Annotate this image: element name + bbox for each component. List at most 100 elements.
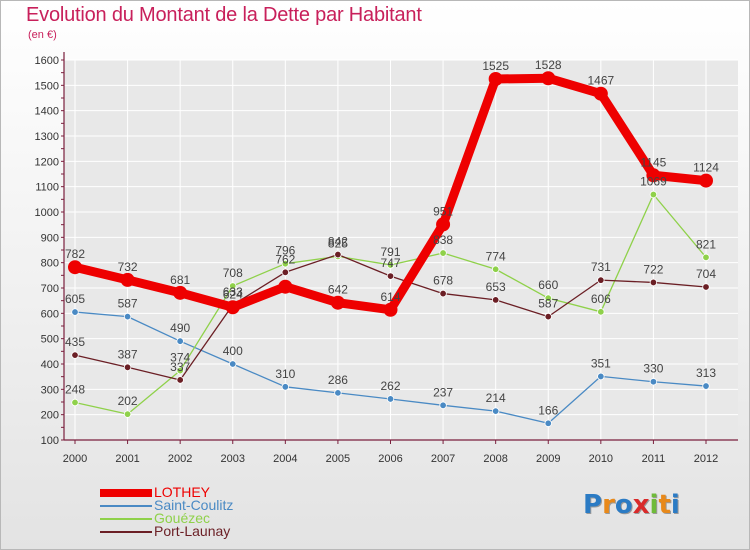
data-point xyxy=(229,360,237,368)
y-tick-label: 100 xyxy=(41,435,59,447)
x-tick-label: 2000 xyxy=(63,453,87,465)
legend-label: Saint-Coulitz xyxy=(154,497,234,513)
data-label: 762 xyxy=(275,252,295,266)
data-point xyxy=(176,376,184,384)
data-point xyxy=(278,279,293,294)
data-point xyxy=(702,253,710,262)
legend-swatch xyxy=(100,505,152,507)
y-tick-label: 700 xyxy=(41,283,59,295)
legend-swatch xyxy=(100,518,152,520)
data-point xyxy=(439,249,447,257)
data-point xyxy=(439,401,447,409)
x-tick-label: 2003 xyxy=(221,453,245,465)
legend-item: Gouézec xyxy=(100,510,300,526)
data-label: 337 xyxy=(170,360,190,374)
legend-item: Saint-Coulitz xyxy=(100,497,300,513)
data-point xyxy=(281,268,290,276)
y-tick-label: 1000 xyxy=(35,207,59,219)
data-label: 286 xyxy=(328,373,348,387)
data-label: 614 xyxy=(380,290,400,304)
data-point xyxy=(544,419,552,427)
y-tick-label: 1100 xyxy=(35,182,59,194)
data-point xyxy=(646,168,661,183)
data-label: 435 xyxy=(65,335,85,349)
y-tick-label: 300 xyxy=(41,384,59,396)
data-label: 951 xyxy=(433,204,453,218)
data-label: 653 xyxy=(486,280,506,294)
y-tick-label: 1400 xyxy=(35,106,59,118)
data-label: 1467 xyxy=(587,74,614,88)
legend-item: Port-Launay xyxy=(100,524,300,539)
data-point xyxy=(68,260,82,275)
data-label: 1525 xyxy=(482,59,509,73)
data-point xyxy=(597,308,605,316)
data-label: 791 xyxy=(380,245,400,259)
y-tick-label: 1600 xyxy=(35,55,59,67)
x-tick-label: 2001 xyxy=(115,453,139,465)
data-label: 660 xyxy=(538,278,558,292)
data-label: 587 xyxy=(538,297,558,311)
data-point xyxy=(120,272,135,287)
x-tick-label: 2009 xyxy=(536,453,560,465)
data-point xyxy=(699,173,713,188)
data-label: 310 xyxy=(275,367,295,381)
data-point xyxy=(176,337,184,345)
data-label: 605 xyxy=(65,292,85,306)
data-label: 747 xyxy=(380,256,400,270)
y-tick-label: 600 xyxy=(41,308,59,320)
data-point xyxy=(491,296,500,304)
legend-label: Gouézec xyxy=(154,510,211,526)
y-tick-label: 900 xyxy=(41,232,59,244)
data-label: 774 xyxy=(486,249,506,263)
data-label: 681 xyxy=(170,273,190,287)
y-tick-label: 200 xyxy=(41,410,59,422)
data-point xyxy=(649,278,658,287)
data-point xyxy=(541,71,556,86)
y-tick-label: 400 xyxy=(41,359,59,371)
data-point xyxy=(544,294,552,302)
data-point xyxy=(439,289,447,298)
data-label: 821 xyxy=(696,237,716,251)
data-label: 678 xyxy=(433,274,453,288)
data-point xyxy=(386,272,395,280)
data-label: 587 xyxy=(118,297,138,311)
data-point xyxy=(281,259,290,268)
data-point xyxy=(330,295,345,310)
data-label: 796 xyxy=(275,244,295,258)
data-point xyxy=(702,382,710,390)
data-point xyxy=(436,217,451,232)
data-point xyxy=(123,363,132,371)
x-tick-label: 2012 xyxy=(694,453,718,465)
plot-area xyxy=(64,60,738,440)
proxiti-logo: Proxiti xyxy=(583,490,680,520)
data-label: 732 xyxy=(118,260,138,274)
x-tick-label: 2004 xyxy=(273,453,297,465)
data-point xyxy=(334,389,342,397)
legend-swatch xyxy=(100,531,152,533)
data-point xyxy=(71,308,79,316)
y-tick-label: 1200 xyxy=(35,156,59,168)
data-point xyxy=(491,407,500,415)
data-point xyxy=(225,300,240,315)
data-point xyxy=(281,383,290,391)
legend-swatch xyxy=(100,489,152,497)
data-label: 825 xyxy=(328,236,348,250)
data-point xyxy=(383,302,398,317)
x-tick-label: 2006 xyxy=(378,453,402,465)
data-label: 708 xyxy=(223,266,243,280)
y-tick-label: 1500 xyxy=(35,80,59,92)
data-label: 351 xyxy=(591,356,611,370)
data-label: 374 xyxy=(170,351,190,365)
data-label: 842 xyxy=(328,235,348,249)
data-point xyxy=(71,351,79,359)
data-label: 731 xyxy=(591,260,611,274)
x-tick-label: 2011 xyxy=(642,453,666,465)
x-tick-label: 2002 xyxy=(168,453,192,465)
data-label: 1145 xyxy=(641,155,667,169)
data-point xyxy=(597,276,605,284)
x-tick-label: 2007 xyxy=(431,453,455,465)
x-tick-label: 2005 xyxy=(326,453,350,465)
data-point xyxy=(386,395,395,403)
data-label: 704 xyxy=(696,267,716,281)
